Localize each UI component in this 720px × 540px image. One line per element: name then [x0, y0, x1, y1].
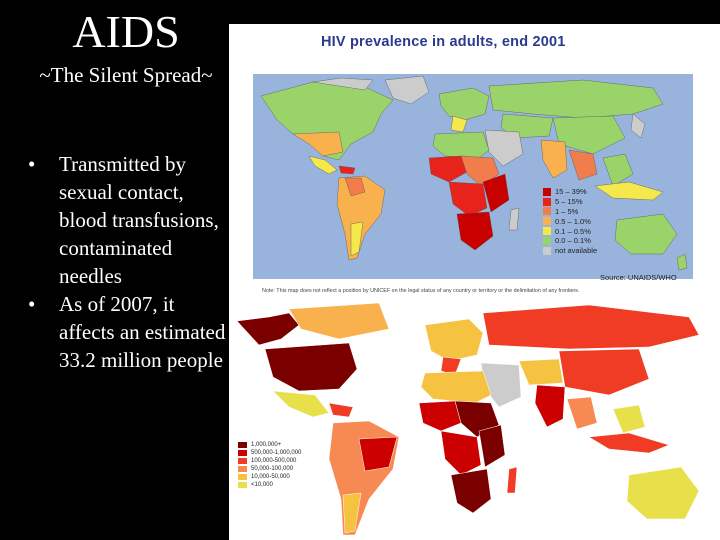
legend-label: 0.1 – 0.5%	[555, 226, 591, 236]
legend-label: 1,000,000+	[251, 442, 282, 448]
bullet-marker: •	[28, 152, 36, 176]
legend-item: 0.0 – 0.1%	[543, 236, 605, 246]
legend-item: 5 – 15%	[543, 197, 605, 207]
legend-item: 10,000-50,000	[238, 473, 318, 481]
legend-label: 500,000-1,000,000	[251, 450, 302, 456]
legend-label: 1 – 5%	[555, 206, 579, 216]
map-note: Note: This map does not reflect a positi…	[262, 288, 580, 294]
legend-item: 0.5 – 1.0%	[543, 216, 605, 226]
legend-swatch	[543, 197, 551, 206]
bullet-text: Transmitted by sexual contact, blood tra…	[59, 152, 219, 288]
legend-label: 100,000-500,000	[251, 458, 297, 464]
legend-swatch	[543, 227, 551, 236]
legend-label: 0.0 – 0.1%	[555, 236, 591, 246]
legend-swatch	[238, 474, 247, 480]
legend-item: <10,000	[238, 481, 318, 489]
legend-swatch	[543, 187, 551, 196]
legend-label: 0.5 – 1.0%	[555, 216, 591, 226]
legend-item: 1,000,000+	[238, 441, 318, 449]
world-map-prevalence	[253, 74, 693, 279]
legend-item: 0.1 – 0.5%	[543, 226, 605, 236]
legend-swatch	[543, 207, 551, 216]
legend-item: 100,000-500,000	[238, 457, 318, 465]
legend-label: <10,000	[251, 482, 273, 488]
hiv-prevalence-map: HIV prevalence in adults, end 2001	[229, 24, 720, 299]
legend-swatch	[543, 217, 551, 226]
legend-item: 50,000-100,000	[238, 465, 318, 473]
map-title: HIV prevalence in adults, end 2001	[321, 34, 566, 50]
slide-title: AIDS	[72, 6, 180, 57]
legend-item: 15 – 39%	[543, 187, 605, 197]
legend-swatch	[238, 458, 247, 464]
legend-label: not available	[555, 246, 598, 256]
bullet-item: • As of 2007, it affects an estimated 33…	[28, 290, 228, 374]
bullet-marker: •	[28, 292, 36, 316]
cases-legend: 1,000,000+ 500,000-1,000,000 100,000-500…	[238, 441, 318, 489]
legend-swatch	[543, 236, 551, 245]
legend-label: 50,000-100,000	[251, 466, 294, 472]
slide-subtitle: ~The Silent Spread~	[39, 63, 213, 87]
bullet-list: • Transmitted by sexual contact, blood t…	[28, 150, 228, 374]
map-source: Source: UNAIDS/WHO	[600, 273, 677, 282]
legend-label: 5 – 15%	[555, 197, 583, 207]
legend-swatch	[238, 482, 247, 488]
legend-swatch	[543, 246, 551, 255]
legend-swatch	[238, 442, 247, 448]
legend-swatch	[238, 466, 247, 472]
world-map-cases	[236, 302, 700, 536]
legend-swatch	[238, 450, 247, 456]
legend-item: 1 – 5%	[543, 207, 605, 217]
prevalence-legend: 15 – 39% 5 – 15% 1 – 5% 0.5 – 1.0% 0.1 –…	[543, 187, 605, 256]
legend-item: not available	[543, 246, 605, 256]
hiv-cases-map: 1,000,000+ 500,000-1,000,000 100,000-500…	[229, 299, 720, 540]
bullet-item: • Transmitted by sexual contact, blood t…	[28, 150, 228, 290]
bullet-text: As of 2007, it affects an estimated 33.2…	[59, 292, 226, 372]
legend-item: 500,000-1,000,000	[238, 449, 318, 457]
legend-label: 15 – 39%	[555, 187, 587, 197]
legend-label: 10,000-50,000	[251, 474, 290, 480]
